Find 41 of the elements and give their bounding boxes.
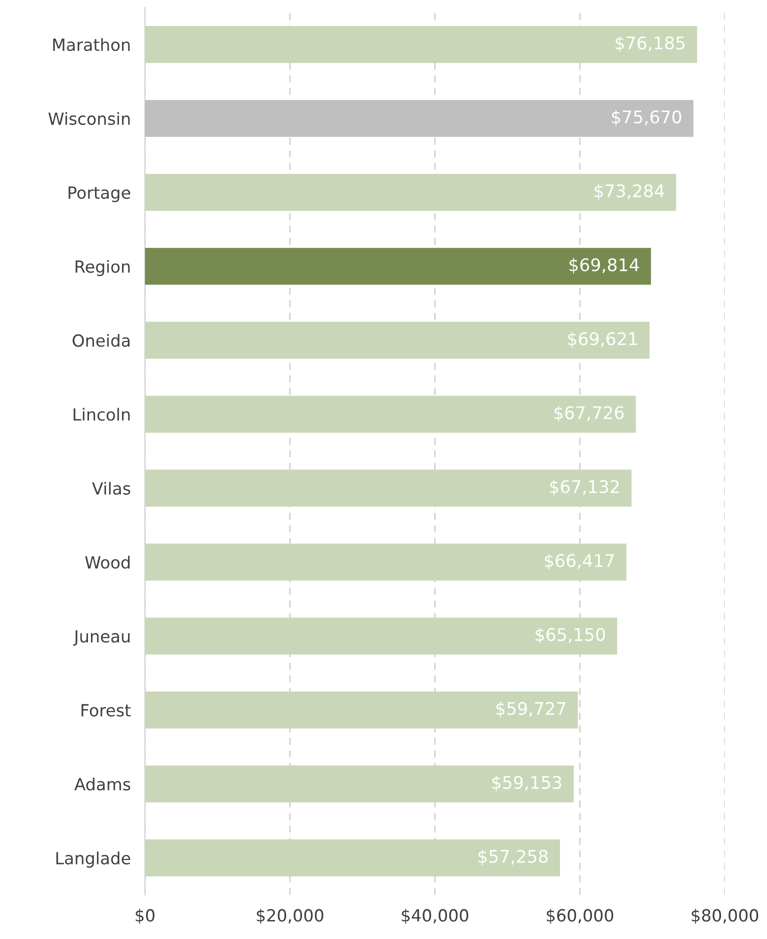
y-tick-label: Wood [85, 556, 130, 569]
data-label: $59,153 [492, 776, 562, 792]
data-label: $73,284 [594, 184, 664, 200]
data-label: $76,185 [616, 36, 685, 52]
bar [144, 692, 578, 728]
y-tick-label: Portage [68, 186, 130, 202]
y-tick-label: Adams [74, 778, 130, 791]
y-tick-label: Marathon [53, 38, 130, 52]
data-label: $69,621 [568, 332, 637, 348]
y-tick-label: Forest [82, 704, 131, 717]
x-tick-label: $60,000 [546, 908, 614, 924]
bar [144, 765, 574, 802]
bar [144, 174, 676, 211]
data-label: $66,417 [544, 554, 614, 570]
data-label: $67,132 [550, 480, 619, 496]
x-tick-label: $20,000 [256, 908, 324, 924]
bar [144, 839, 560, 876]
data-label: $65,150 [536, 628, 605, 644]
bar [144, 100, 694, 137]
y-tick-label: Region [76, 260, 130, 276]
data-label: $57,258 [478, 849, 548, 866]
bar [144, 26, 698, 63]
x-tick-label: $40,000 [402, 908, 468, 924]
bar [144, 322, 650, 359]
data-label: $59,727 [496, 702, 566, 718]
bar [144, 470, 632, 507]
y-tick-label: Juneau [73, 630, 130, 646]
y-tick-label: Wisconsin [48, 112, 130, 125]
y-tick-label: Lincoln [74, 408, 130, 421]
data-label: $67,726 [554, 406, 624, 422]
bar [144, 544, 626, 581]
data-label: $75,670 [612, 110, 682, 126]
y-tick-label: Vilas [92, 482, 130, 495]
y-tick-label: Langlade [56, 852, 130, 868]
data-label: $69,814 [570, 258, 639, 274]
bar [144, 396, 636, 433]
bar [144, 248, 651, 285]
bar [144, 618, 618, 655]
y-tick-label: Oneida [72, 334, 130, 347]
x-tick-label: $0 [136, 908, 154, 924]
x-tick-label: $80,000 [692, 908, 758, 924]
